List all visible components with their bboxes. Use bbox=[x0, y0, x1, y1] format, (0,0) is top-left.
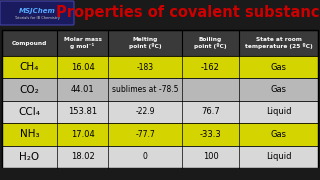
Text: -22.9: -22.9 bbox=[135, 107, 155, 116]
Text: Molar mass
g mol⁻¹: Molar mass g mol⁻¹ bbox=[63, 37, 101, 49]
Text: -162: -162 bbox=[201, 63, 220, 72]
Text: Compound: Compound bbox=[12, 40, 47, 46]
Text: 0: 0 bbox=[143, 152, 148, 161]
Bar bbox=[2, 78, 318, 101]
Text: 18.02: 18.02 bbox=[71, 152, 94, 161]
Bar bbox=[2, 56, 318, 78]
Text: 17.04: 17.04 bbox=[71, 130, 94, 139]
FancyBboxPatch shape bbox=[0, 1, 74, 25]
Bar bbox=[2, 30, 318, 56]
Text: NH₃: NH₃ bbox=[20, 129, 39, 139]
Text: State at room
temperature (25 ºC): State at room temperature (25 ºC) bbox=[244, 37, 312, 49]
Text: CO₂: CO₂ bbox=[20, 85, 39, 95]
Bar bbox=[2, 30, 318, 56]
Text: CCl₄: CCl₄ bbox=[19, 107, 41, 117]
Text: Gas: Gas bbox=[270, 85, 286, 94]
Text: -33.3: -33.3 bbox=[200, 130, 221, 139]
Text: 44.01: 44.01 bbox=[71, 85, 94, 94]
Bar bbox=[2, 30, 318, 168]
Text: 16.04: 16.04 bbox=[71, 63, 94, 72]
Text: Boiling
point (ºC): Boiling point (ºC) bbox=[194, 37, 227, 49]
Text: 76.7: 76.7 bbox=[201, 107, 220, 116]
Text: Liquid: Liquid bbox=[266, 152, 291, 161]
Text: MSJChem: MSJChem bbox=[19, 8, 55, 14]
Bar bbox=[2, 123, 318, 146]
Text: sublimes at -78.5: sublimes at -78.5 bbox=[112, 85, 178, 94]
Text: Properties of covalent substances: Properties of covalent substances bbox=[56, 6, 320, 21]
Text: Gas: Gas bbox=[270, 63, 286, 72]
Bar bbox=[0, 168, 320, 180]
Text: H₂O: H₂O bbox=[20, 152, 40, 162]
Text: 153.81: 153.81 bbox=[68, 107, 97, 116]
Text: CH₄: CH₄ bbox=[20, 62, 39, 72]
Text: Gas: Gas bbox=[270, 130, 286, 139]
Text: 100: 100 bbox=[203, 152, 218, 161]
Text: -77.7: -77.7 bbox=[135, 130, 155, 139]
Bar bbox=[2, 101, 318, 123]
Text: -183: -183 bbox=[136, 63, 154, 72]
Text: Liquid: Liquid bbox=[266, 107, 291, 116]
Bar bbox=[2, 146, 318, 168]
Text: Melting
point (ºC): Melting point (ºC) bbox=[129, 37, 161, 49]
Text: Tutorials for IB Chemistry: Tutorials for IB Chemistry bbox=[14, 16, 60, 20]
